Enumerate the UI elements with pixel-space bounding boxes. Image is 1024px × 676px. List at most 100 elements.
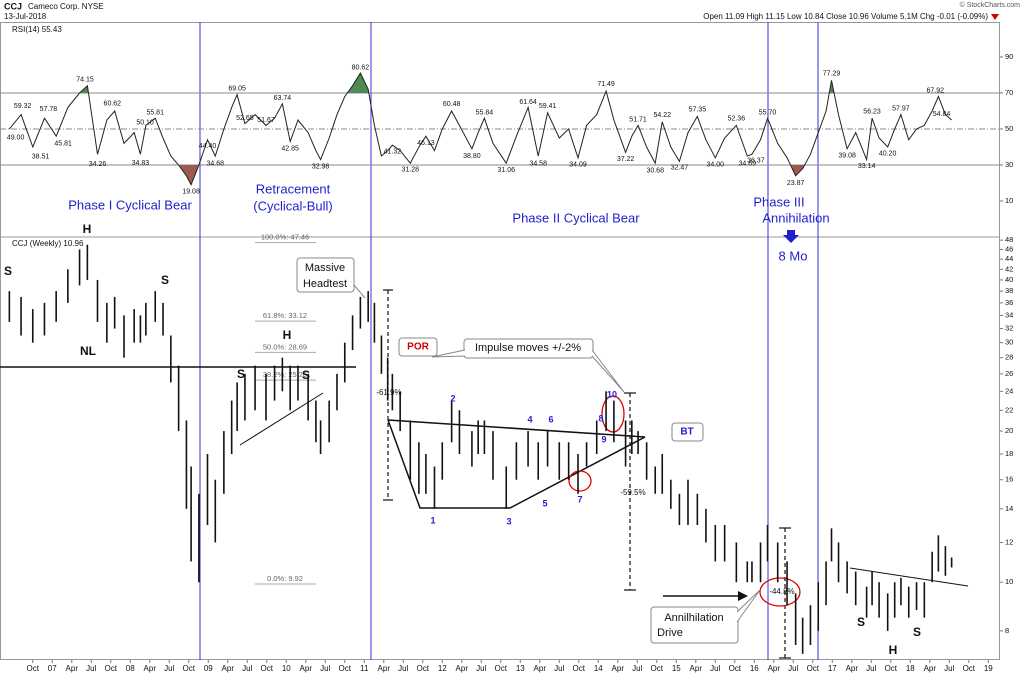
x-tick-label: Apr — [378, 664, 391, 673]
y-tick-label: 30 — [1005, 160, 1013, 169]
x-tick-label: Oct — [27, 664, 40, 673]
x-tick-label: Oct — [807, 664, 820, 673]
callout-box — [671, 422, 704, 442]
plot-frame — [0, 22, 1000, 660]
rsi-peak-label: 19.08 — [182, 188, 200, 195]
annotation: 2 — [450, 393, 455, 403]
rsi-line — [9, 72, 952, 187]
date: 13-Jul-2018 — [4, 12, 47, 21]
x-tick-label: Apr — [66, 664, 79, 673]
annotation: Annihilation — [762, 210, 829, 225]
annotation: 3 — [506, 516, 511, 526]
callout-pointer — [591, 349, 625, 393]
rsi-peak-label: 55.84 — [476, 109, 494, 116]
x-tick-label: Oct — [339, 664, 352, 673]
rsi-peak-label: 36.37 — [747, 157, 765, 164]
rsi-peak-label: 56.23 — [863, 109, 881, 116]
price-label: CCJ (Weekly) 10.96 — [12, 239, 84, 248]
x-tick-label: Jul — [632, 664, 642, 673]
annotation: Retracement — [256, 181, 331, 196]
rsi-peak-label: 60.48 — [443, 101, 461, 108]
y-tick-label: 10 — [1005, 577, 1013, 586]
annotation: H — [83, 222, 92, 236]
x-tick-label: 10 — [282, 664, 291, 673]
rsi-peak-label: 46.13 — [417, 140, 435, 147]
x-tick-label: Jul — [554, 664, 564, 673]
callout-box — [296, 257, 355, 293]
x-tick-label: Apr — [768, 664, 781, 673]
fib-label: 50.0%: 28.69 — [263, 342, 307, 351]
callout-box — [398, 337, 438, 357]
annotation: S — [4, 264, 12, 278]
x-tick-label: 11 — [360, 664, 369, 673]
annotation: Phase I Cyclical Bear — [68, 197, 192, 212]
x-tick-label: Apr — [612, 664, 625, 673]
annotation: S — [857, 615, 865, 629]
arrow-head — [738, 591, 748, 601]
x-tick-label: Jul — [866, 664, 876, 673]
x-tick-label: 07 — [48, 664, 57, 673]
annotation: Headtest — [303, 278, 347, 290]
callout-box — [650, 606, 739, 644]
annotation: (Cyclical-Bull) — [253, 198, 332, 213]
trendline — [239, 392, 324, 446]
x-tick-label: Oct — [495, 664, 508, 673]
x-tick-label: Oct — [105, 664, 118, 673]
y-tick-label: 8 — [1005, 626, 1009, 635]
rsi-peak-label: 31.28 — [402, 167, 420, 174]
x-tick-label: 13 — [516, 664, 525, 673]
annotation: 10 — [607, 389, 617, 399]
y-tick-label: 28 — [1005, 353, 1013, 362]
fib-label: 100.0%: 47.46 — [261, 233, 309, 242]
rsi-peak-label: 30.68 — [646, 168, 664, 175]
annotation: Annilhilation — [664, 612, 723, 624]
annotation: 5 — [542, 498, 547, 508]
annotation: 1 — [430, 515, 435, 525]
annotation: POR — [407, 342, 429, 353]
y-tick-label: 12 — [1005, 537, 1013, 546]
rsi-peak-label: 54.22 — [653, 112, 671, 119]
x-tick-label: 14 — [594, 664, 603, 673]
annotation: 9 — [601, 434, 606, 444]
x-tick-label: Jul — [788, 664, 798, 673]
x-tick-label: Jul — [398, 664, 408, 673]
rsi-peak-label: 42.85 — [281, 146, 299, 153]
rsi-peak-label: 37.22 — [617, 156, 635, 163]
oversold-fill — [178, 164, 805, 185]
x-tick-label: Jul — [164, 664, 174, 673]
annotation: Drive — [657, 627, 683, 639]
overbought-fill — [79, 73, 835, 93]
fib-label: 61.8%: 33.12 — [263, 311, 307, 320]
x-tick-label: Oct — [963, 664, 976, 673]
annotation: Massive — [305, 262, 345, 274]
callout-pointer — [736, 589, 761, 623]
callout-box — [463, 338, 594, 359]
rsi-peak-label: 50.10 — [136, 120, 154, 127]
rsi-peak-label: 74.15 — [76, 76, 94, 83]
triangle-top — [387, 419, 646, 438]
y-tick-label: 42 — [1005, 264, 1013, 273]
rsi-peak-label: 32.98 — [312, 163, 330, 170]
y-tick-label: 22 — [1005, 405, 1013, 414]
rsi-peak-label: 34.58 — [529, 161, 547, 168]
x-tick-label: Apr — [846, 664, 859, 673]
rsi-peak-label: 55.81 — [146, 109, 164, 116]
rsi-peak-label: 57.35 — [689, 107, 707, 114]
rsi-peak-label: 38.51 — [32, 153, 50, 160]
x-tick-label: Apr — [222, 664, 235, 673]
x-tick-label: Jul — [86, 664, 96, 673]
annotation: -44.8% — [769, 587, 794, 596]
rsi-peak-label: 80.62 — [352, 65, 370, 72]
rsi-peak-label: 57.78 — [40, 106, 58, 113]
x-tick-label: 12 — [438, 664, 447, 673]
rsi-peak-label: 34.09 — [569, 161, 587, 168]
x-tick-label: 17 — [828, 664, 837, 673]
rsi-peak-label: 52.65 — [236, 115, 254, 122]
watermark: © StockCharts.com — [960, 1, 1021, 9]
annotation: S — [913, 625, 921, 639]
rsi-peak-label: 60.62 — [104, 101, 122, 108]
company: Cameco Corp. NYSE — [28, 2, 104, 11]
y-tick-label: 70 — [1005, 88, 1013, 97]
